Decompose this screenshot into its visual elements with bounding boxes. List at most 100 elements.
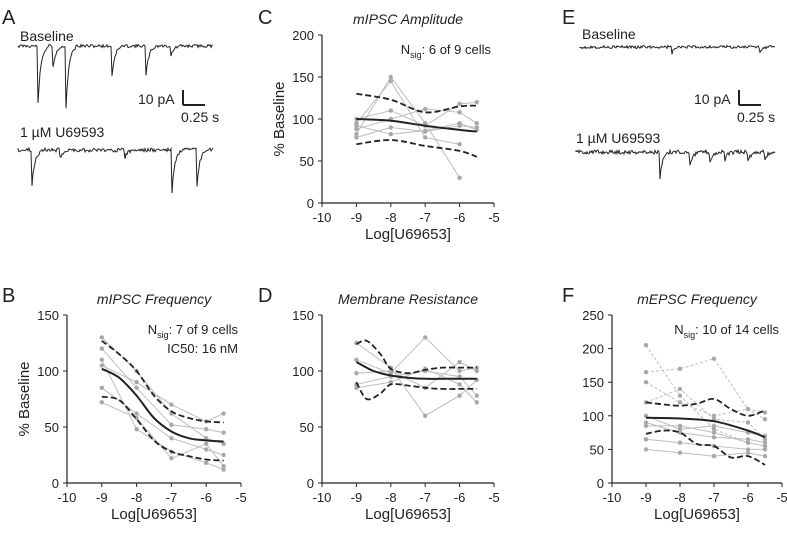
panel-b-data-point [134,385,139,390]
panel-f-fit-curve [645,416,766,439]
panel-d-x-tick-label: -5 [488,490,500,505]
panel-d-data-point [474,368,479,374]
panel-letter-c: C [258,7,272,29]
panel-d-ci-lower [355,381,477,401]
panel-f-data-point [762,443,768,449]
panel-b-ic50-annotation: IC50: 16 nM [167,341,238,356]
panel-f-data-point [711,413,717,418]
panel-f-x-tick-label: -7 [708,490,720,505]
panel-f-data-point [711,356,717,361]
panel-c-x-tick-label: -10 [313,210,332,225]
panel-c-data-point [388,74,393,80]
panel-c-chart: -10 -9 -8 -7 -6 -5 0 50 100 150 200 Log[U69653] % Ba… [271,11,500,243]
panel-d-x-tick-label: -8 [385,490,397,505]
panel-b-x-tick-label: -6 [200,490,212,505]
panel-c-cell-line-1 [355,76,461,179]
panel-letter-d: D [258,285,272,307]
panel-f-data-point [643,423,649,429]
panel-e-traces: Baseline 1 µM U69593 10 pA 0.25 s [575,26,776,180]
panel-d-data-point [474,400,479,405]
panel-f-data-point [711,430,717,435]
panel-f-data-point [643,420,649,425]
panel-b-data-point [204,427,209,432]
panel-d-title: Membrane Resistance [338,291,478,307]
panel-f-x-axis-label: Log[U69653] [654,506,740,523]
panel-f-data-point [762,410,768,415]
panel-e-drug-trace [575,148,776,180]
panel-b-chart: -10 -9 -8 -7 -6 -5 0 50 100 150 Log[U69653] % Basel… [16,291,247,523]
panel-f-data-point [677,386,683,392]
panel-f-data-point [643,437,649,442]
panel-f-data-point [677,450,683,455]
panel-b-ci-upper [101,340,224,424]
panel-b-data-point [99,400,105,405]
panel-f-y-tick-label: 250 [582,308,604,323]
panel-b-data-point [221,411,226,416]
panel-c-data-point [423,128,428,133]
panel-d-y-tick-label: 100 [292,364,314,379]
panel-c-data-point [457,101,462,107]
panel-f-x-tick-label: -5 [776,490,787,505]
panel-c-cell-line-2 [356,80,460,145]
panel-f-nsig-annotation: Nsig: 10 of 14 cells [674,322,779,340]
panel-c-y-tick-label: 100 [292,112,314,127]
panel-c-x-tick-label: -7 [419,210,431,225]
panel-a-scale-x: 0.25 s [181,109,219,125]
panel-c-data-point [457,121,462,126]
panel-d-data-point [457,359,462,365]
panel-b-data-point [99,346,105,351]
panel-b-data-point [134,380,139,385]
panel-f-data-point [711,435,717,440]
panel-c-data-point [388,131,393,137]
panel-letter-a: A [2,7,16,29]
panel-d-data-point [354,371,359,376]
panel-c-data-point [354,135,359,140]
panel-f-ci-upper [645,397,766,417]
panel-c-x-tick-label: -9 [351,210,363,225]
panel-c-fit-curve [356,118,477,133]
panel-f-data-point [643,343,649,348]
panel-f-y-tick-label: 100 [582,409,604,424]
panel-f-x-tick-label: -9 [640,490,652,505]
panel-b-title: mIPSC Frequency [97,291,212,307]
panel-f-y-tick-label: 200 [582,342,604,357]
panel-b-cell-line-6 [101,359,224,471]
panel-c-data-point [388,125,393,130]
panel-f-cell-line-2 [645,358,766,413]
panel-a-baseline-trace [17,43,214,109]
panel-c-data-point [388,79,393,84]
panel-f-data-point [762,453,768,459]
panel-d-data-point [457,382,462,387]
panel-b-y-tick-label: 0 [52,476,59,491]
panel-b-data-point [134,427,139,432]
panel-b-nsig-annotation: Nsig: 7 of 9 cells [148,322,239,340]
panel-f-data-point [745,420,751,425]
panel-c-data-point [474,100,479,105]
panel-a-drug-trace [17,146,214,194]
panel-c-data-point [457,110,462,115]
panel-f-x-tick-label: -6 [742,490,754,505]
panel-d-y-tick-label: 150 [292,308,314,323]
panel-a-scale-y: 10 pA [138,91,175,107]
panel-f-data-point [762,447,768,452]
panel-b-data-point [221,464,226,469]
panel-d-ci-upper [356,339,477,375]
panel-d-data-point [354,385,359,390]
panel-b-x-tick-label: -10 [58,490,77,505]
panel-b-data-point [169,422,174,427]
panel-c-y-tick-label: 50 [300,154,314,169]
panel-f-data-point [745,437,751,442]
panel-f-data-point [677,366,683,371]
panel-d-x-tick-label: -9 [351,490,363,505]
panel-c-x-tick-label: -8 [385,210,397,225]
panel-f-data-point [762,440,768,445]
panel-d-data-point [457,393,462,398]
panel-d-chart: -10 -9 -8 -7 -6 -5 0 50 100 150 Log[U69653] Membran… [292,291,499,523]
panel-b-x-axis-label: Log[U69653] [111,506,197,523]
panel-b-y-tick-label: 100 [37,364,59,379]
panel-f-data-point [762,437,768,442]
panel-f-data-point [677,393,683,398]
panel-b-data-point [221,441,226,446]
panel-c-y-tick-label: 150 [292,70,314,85]
panel-f-data-point [762,416,768,422]
